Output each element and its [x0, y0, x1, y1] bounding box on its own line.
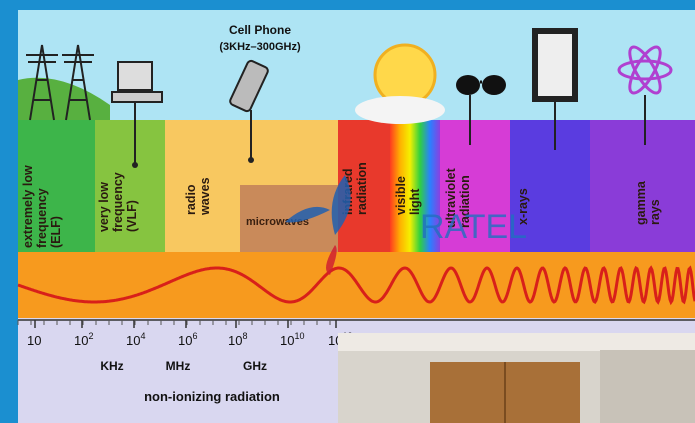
tick-base: 10: [74, 333, 88, 348]
band-label-line: extremely low: [21, 165, 35, 248]
band-label-line: (VLF): [125, 200, 139, 232]
spectrum-graphic: Cell Phone (3KHz–300GHz) microwaves extr…: [0, 0, 695, 423]
cell-phone-label: Cell Phone: [229, 23, 291, 37]
page: Cell Phone (3KHz–300GHz) microwaves extr…: [0, 0, 695, 423]
unit-label: KHz: [100, 359, 123, 373]
tick-base: 10: [126, 333, 140, 348]
tick-base: 10: [280, 333, 294, 348]
band-label-line: frequency: [35, 188, 49, 248]
tick-exponent: 4: [140, 331, 145, 341]
band-label-line: rays: [648, 199, 662, 225]
band-label-line: very low: [97, 182, 111, 232]
tick-label: 10: [27, 333, 41, 348]
unit-label: GHz: [243, 359, 267, 373]
band-label-line: visible: [394, 176, 408, 215]
tick-exponent: 10: [294, 331, 304, 341]
wave-strip: [18, 252, 695, 318]
band-label-line: radio: [184, 184, 198, 215]
tick-base: 10: [178, 333, 192, 348]
tick-base: 10: [27, 333, 41, 348]
tick-exponent: 6: [192, 331, 197, 341]
scale-caption: non-ionizing radiation: [144, 389, 280, 404]
room-photo: [338, 333, 695, 423]
tick-exponent: 8: [242, 331, 247, 341]
unit-label: MHz: [166, 359, 191, 373]
tick-base: 10: [228, 333, 242, 348]
band-label-line: radiation: [355, 162, 369, 215]
band-label-line: waves: [198, 177, 212, 216]
band-label-line: gamma: [634, 180, 648, 225]
band-label-line: (ELF): [49, 216, 63, 248]
band-label-line: frequency: [111, 172, 125, 232]
tick-exponent: 2: [88, 331, 93, 341]
cell-phone-range: (3KHz–300GHz): [219, 41, 301, 53]
logo-text: RATEL: [420, 208, 527, 246]
